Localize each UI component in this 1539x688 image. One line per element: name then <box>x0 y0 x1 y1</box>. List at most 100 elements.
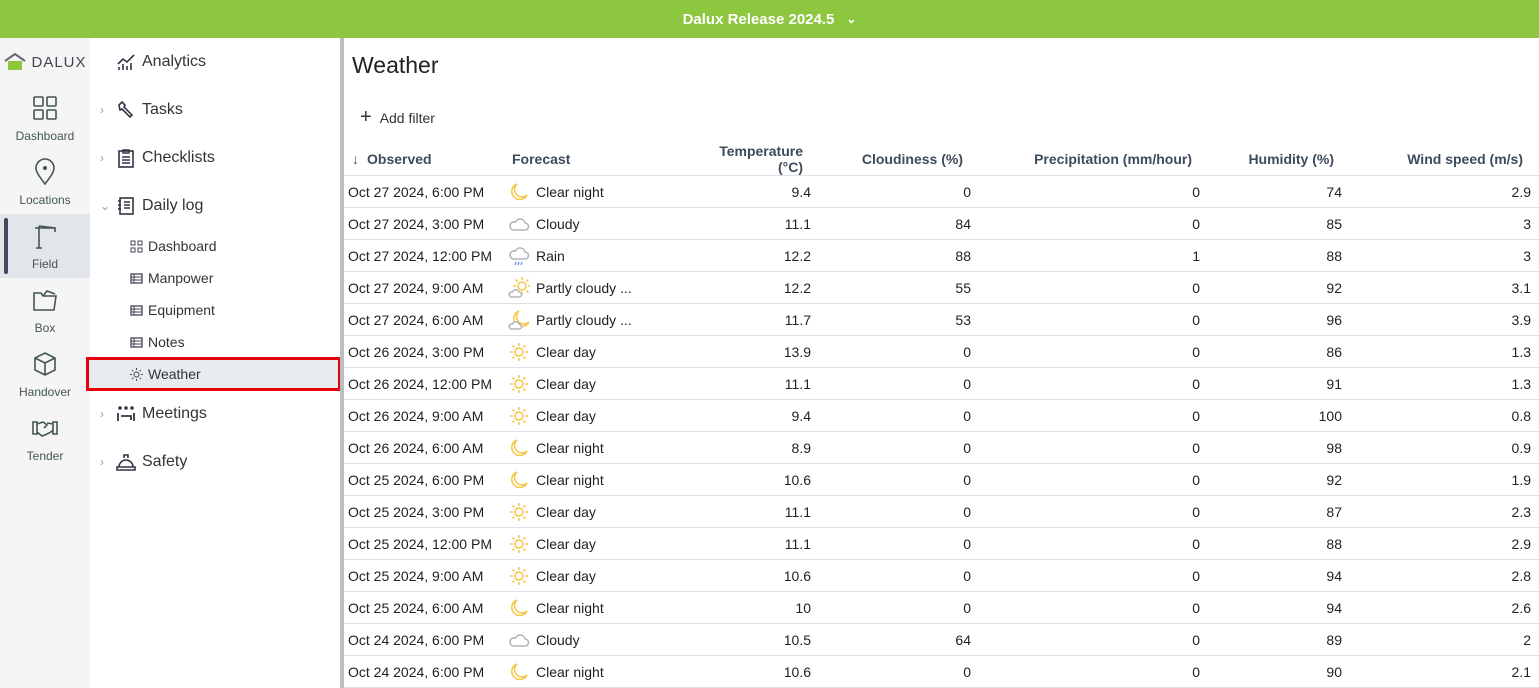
value-cell: 12.2 <box>694 271 819 304</box>
column-header[interactable]: Humidity (%) <box>1208 143 1350 176</box>
table-row[interactable]: Oct 25 2024, 6:00 PM Clear night 10.6 0 0 9… <box>344 463 1539 496</box>
nav-safety[interactable]: › Safety <box>90 438 340 486</box>
forecast-label: Partly cloudy ... <box>536 311 632 328</box>
nav-checklists[interactable]: › Checklists <box>90 134 340 182</box>
forecast-label: Clear night <box>536 471 604 488</box>
rail-item-handover[interactable]: Handover <box>0 342 90 406</box>
table-row[interactable]: Oct 24 2024, 6:00 PM Cloudy 10.5 64 0 89 2 <box>344 623 1539 656</box>
forecast-cell: Partly cloudy ... <box>508 303 694 336</box>
value-cell: 90 <box>1208 655 1350 688</box>
value-cell: 11.1 <box>694 367 819 400</box>
column-header[interactable]: ↓ Observed <box>344 143 508 176</box>
observed-cell: Oct 26 2024, 9:00 AM <box>344 399 508 432</box>
moon-icon <box>511 438 528 456</box>
nav-meetings[interactable]: › Meetings <box>90 390 340 438</box>
nav-label: Analytics <box>142 53 207 70</box>
table-row[interactable]: Oct 25 2024, 6:00 AM Clear night 10 0 0 94 2… <box>344 591 1539 624</box>
table-row[interactable]: Oct 27 2024, 6:00 PM Clear night 9.4 0 0 74… <box>344 175 1539 208</box>
cloud-icon <box>509 633 530 647</box>
rail-item-tender[interactable]: Tender <box>0 406 90 470</box>
chevron-right-icon: › <box>100 151 104 165</box>
nav-label: Meetings <box>142 405 207 422</box>
subnav-label: Weather <box>148 366 201 382</box>
subnav-dashboard[interactable]: Dashboard <box>90 230 340 262</box>
subnav-manpower[interactable]: Manpower <box>90 262 340 294</box>
checklist-icon <box>118 149 134 168</box>
rail-item-locations[interactable]: Locations <box>0 150 90 214</box>
value-cell: 94 <box>1208 559 1350 592</box>
table-row[interactable]: Oct 27 2024, 12:00 PM Rain 12.2 88 1 88 3 <box>344 239 1539 272</box>
add-filter-label: Add filter <box>379 109 435 126</box>
observed-cell: Oct 25 2024, 3:00 PM <box>344 495 508 528</box>
table-row[interactable]: Oct 26 2024, 6:00 AM Clear night 8.9 0 0 98… <box>344 431 1539 464</box>
release-selector[interactable]: Dalux Release 2024.5 ⌄ <box>0 0 1539 38</box>
value-cell: 88 <box>1208 527 1350 560</box>
value-cell: 0 <box>979 303 1208 336</box>
table-row[interactable]: Oct 26 2024, 9:00 AM Clear day 9.4 0 0 100 0… <box>344 399 1539 432</box>
rail-item-field[interactable]: Field <box>0 214 90 278</box>
rail-item-box[interactable]: Box <box>0 278 90 342</box>
column-header[interactable]: Wind speed (m/s) <box>1350 143 1539 176</box>
sun-icon <box>510 566 528 585</box>
value-cell: 1 <box>979 239 1208 272</box>
chevron-down-icon: ⌄ <box>846 12 857 26</box>
value-cell: 11.1 <box>694 207 819 240</box>
chart-icon <box>117 54 135 70</box>
observed-cell: Oct 26 2024, 6:00 AM <box>344 431 508 464</box>
sun-icon <box>510 534 528 553</box>
forecast-cell: Partly cloudy ... <box>508 271 694 304</box>
column-header[interactable]: Precipitation (mm/hour) <box>979 143 1208 176</box>
forecast-cell: Clear day <box>508 495 694 528</box>
cloud-icon <box>509 217 530 231</box>
rail-label: Box <box>34 320 56 335</box>
panel-divider[interactable] <box>340 38 344 688</box>
table-row[interactable]: Oct 27 2024, 9:00 AM Partly cloudy ... 1… <box>344 271 1539 304</box>
table-row[interactable]: Oct 25 2024, 9:00 AM Clear day 10.6 0 0 94 2… <box>344 559 1539 592</box>
table-row[interactable]: Oct 26 2024, 3:00 PM Clear day 13.9 0 0 86 1… <box>344 335 1539 368</box>
value-cell: 0 <box>819 527 979 560</box>
value-cell: 11.7 <box>694 303 819 336</box>
nav-tasks[interactable]: › Tasks <box>90 86 340 134</box>
observed-cell: Oct 26 2024, 12:00 PM <box>344 367 508 400</box>
observed-cell: Oct 27 2024, 6:00 AM <box>344 303 508 336</box>
list-icon <box>130 272 143 284</box>
value-cell: 96 <box>1208 303 1350 336</box>
handshake-icon <box>31 414 59 449</box>
value-cell: 3.9 <box>1350 303 1539 336</box>
forecast-cell: Clear day <box>508 335 694 368</box>
nav-analytics[interactable]: Analytics <box>90 38 340 86</box>
value-cell: 0 <box>819 655 979 688</box>
table-row[interactable]: Oct 26 2024, 12:00 PM Clear day 11.1 0 0 91… <box>344 367 1539 400</box>
value-cell: 89 <box>1208 623 1350 656</box>
table-row[interactable]: Oct 25 2024, 12:00 PM Clear day 11.1 0 0 88… <box>344 527 1539 560</box>
forecast-label: Cloudy <box>536 631 580 648</box>
table-row[interactable]: Oct 24 2024, 6:00 PM Clear night 10.6 0 0 9… <box>344 655 1539 688</box>
column-header[interactable]: Cloudiness (%) <box>819 143 979 176</box>
column-label: Cloudiness (%) <box>861 151 963 167</box>
subnav-notes[interactable]: Notes <box>90 326 340 358</box>
forecast-label: Clear day <box>536 567 596 584</box>
rail-label: Dashboard <box>15 128 75 143</box>
forecast-cell: Clear night <box>508 655 694 688</box>
rail-label: Locations <box>19 192 71 207</box>
rail-item-dashboard[interactable]: Dashboard <box>0 86 90 150</box>
value-cell: 9.4 <box>694 399 819 432</box>
table-row[interactable]: Oct 27 2024, 3:00 PM Cloudy 11.1 84 0 85 3 <box>344 207 1539 240</box>
table-row[interactable]: Oct 25 2024, 3:00 PM Clear day 11.1 0 0 87 2… <box>344 495 1539 528</box>
value-cell: 0 <box>979 207 1208 240</box>
subnav-equipment[interactable]: Equipment <box>90 294 340 326</box>
plus-icon: + <box>360 106 372 128</box>
helmet-icon <box>116 454 136 471</box>
table-row[interactable]: Oct 27 2024, 6:00 AM Partly cloudy ... 1… <box>344 303 1539 336</box>
column-header[interactable]: Forecast <box>508 143 694 176</box>
add-filter-button[interactable]: + Add filter <box>360 106 435 129</box>
nav-daily-log[interactable]: ⌄ Daily log <box>90 182 340 230</box>
value-cell: 64 <box>819 623 979 656</box>
column-label: Observed <box>367 151 432 167</box>
column-header[interactable]: Temperature (°C) <box>694 143 819 176</box>
wrench-icon <box>118 100 134 119</box>
subnav-weather[interactable]: Weather <box>86 357 341 391</box>
subnav-label: Dashboard <box>148 238 217 254</box>
value-cell: 0 <box>979 591 1208 624</box>
release-title: Dalux Release 2024.5 <box>682 10 835 28</box>
